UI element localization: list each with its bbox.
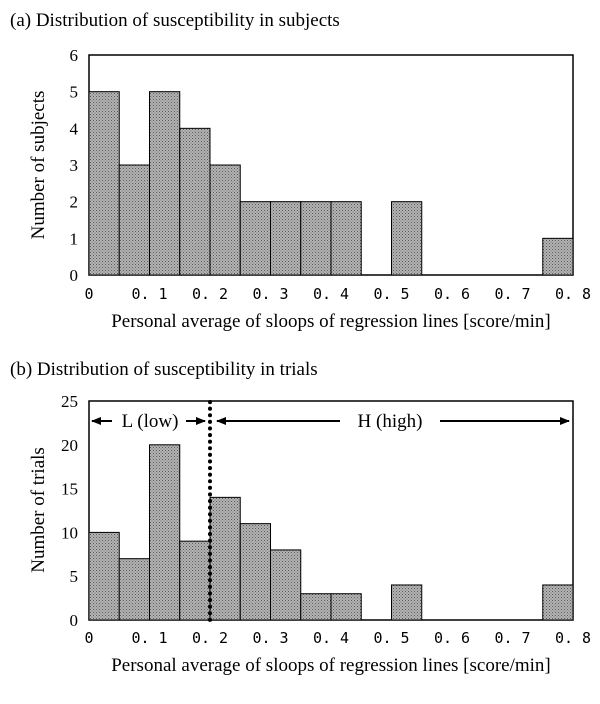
chart-a-y-tick-label: 0 [70,266,79,285]
chart-b-y-tick-label: 0 [70,611,79,630]
low-region-label: L (low) [122,411,179,432]
chart-a-bar-3 [179,127,211,276]
chart-a-x-tick-label: 0. 6 [434,285,470,303]
chart-b-y-tick-label: 5 [70,567,79,586]
chart-b-bar-7 [300,593,332,621]
chart-b-x-axis-label: Personal average of sloops of regression… [111,655,551,676]
chart-a: (a) Distribution of susceptibility in su… [10,10,591,332]
chart-a-x-ticks: 0 0. 1 0. 2 0. 3 0. 4 0. 5 0. 6 0. 7 0. 8 [84,285,591,303]
chart-a-y-ticks: 0 1 2 3 4 5 6 [70,46,79,285]
chart-b-x-tick-label: 0 [84,629,93,647]
chart-b-bar-1 [118,558,150,621]
chart-a-bar-15 [542,237,574,276]
chart-a-x-tick-label: 0. 7 [494,285,530,303]
chart-a-x-tick-label: 0. 4 [313,285,349,303]
chart-b-x-tick-label: 0. 5 [373,629,409,647]
chart-b-bar-4 [209,496,241,621]
chart-b-bar-10 [391,584,423,621]
chart-a-bar-8 [330,201,362,276]
chart-b-y-tick-label: 15 [61,480,78,499]
chart-b-title: (b) Distribution of susceptibility in tr… [10,359,318,380]
chart-b-bar-8 [330,593,362,621]
chart-a-bar-6 [270,201,302,276]
chart-b-bar-0 [88,531,120,621]
chart-b-bars [88,444,574,621]
chart-b-y-tick-label: 25 [61,392,78,411]
chart-b-x-tick-label: 0. 6 [434,629,470,647]
chart-a-x-axis-label: Personal average of sloops of regression… [111,311,551,332]
chart-a-x-tick-label: 0 [84,285,93,303]
chart-a-y-tick-label: 6 [70,46,79,65]
chart-b-y-axis-label: Number of trials [28,447,49,573]
chart-a-y-tick-label: 3 [70,156,79,175]
chart-b-bar-3 [179,540,211,621]
chart-b: (b) Distribution of susceptibility in tr… [10,359,591,676]
chart-a-y-tick-label: 1 [70,229,79,248]
chart-a-x-tick-label: 0. 8 [555,285,591,303]
chart-b-y-tick-label: 10 [61,523,78,542]
chart-b-bar-5 [239,523,271,621]
chart-b-x-tick-label: 0. 4 [313,629,349,647]
chart-b-x-tick-label: 0. 7 [494,629,530,647]
high-region-label: H (high) [358,411,423,432]
chart-b-x-tick-label: 0. 2 [192,629,228,647]
chart-b-region-annotations: L (low) H (high) [91,411,570,432]
chart-b-y-ticks: 0 5 10 15 20 25 [61,392,78,630]
chart-a-x-tick-label: 0. 3 [252,285,288,303]
chart-b-y-tick-label: 20 [61,436,78,455]
chart-a-y-tick-label: 2 [70,193,79,212]
chart-a-bar-5 [239,201,271,276]
chart-b-bar-6 [270,549,302,621]
chart-a-bar-7 [300,201,332,276]
chart-a-x-tick-label: 0. 1 [131,285,167,303]
chart-b-x-tick-label: 0. 1 [131,629,167,647]
chart-a-bar-2 [149,91,181,276]
chart-a-bars [88,91,574,276]
chart-a-y-tick-label: 4 [70,119,79,138]
chart-a-bar-10 [391,201,423,276]
chart-b-bar-15 [542,584,574,621]
chart-a-x-tick-label: 0. 2 [192,285,228,303]
chart-a-x-tick-label: 0. 5 [373,285,409,303]
chart-b-x-ticks: 0 0. 1 0. 2 0. 3 0. 4 0. 5 0. 6 0. 7 0. 8 [84,629,591,647]
chart-b-x-tick-label: 0. 8 [555,629,591,647]
chart-a-y-axis-label: Number of subjects [28,91,49,240]
chart-a-bar-1 [118,164,150,276]
chart-a-title: (a) Distribution of susceptibility in su… [10,10,340,31]
chart-b-x-tick-label: 0. 3 [252,629,288,647]
chart-b-bar-2 [149,444,181,621]
chart-a-bar-4 [209,164,241,276]
chart-a-bar-0 [88,91,120,276]
chart-a-y-tick-label: 5 [70,83,79,102]
